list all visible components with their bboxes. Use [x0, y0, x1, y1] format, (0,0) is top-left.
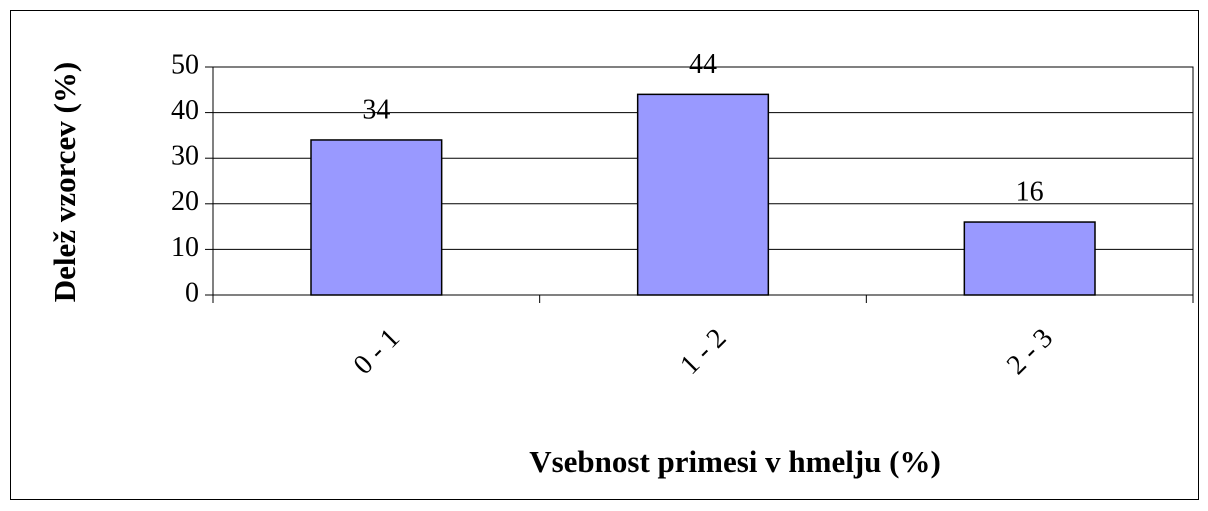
bar [310, 139, 443, 296]
x-axis-title: Vsebnost primesi v hmelju (%) [529, 444, 941, 479]
bar [636, 93, 770, 296]
y-tick-label: 20 [171, 186, 199, 217]
data-label: 44 [689, 49, 717, 80]
y-axis-title: Delež vzorcev (%) [47, 62, 82, 302]
data-label: 34 [362, 94, 390, 125]
y-tick-label: 40 [171, 95, 199, 126]
y-tick-label: 30 [171, 141, 199, 172]
y-tick-label: 50 [171, 49, 199, 80]
bar [963, 221, 1096, 296]
y-tick-label: 10 [171, 232, 199, 263]
y-tick-label: 0 [185, 277, 199, 308]
data-label: 16 [1016, 176, 1044, 207]
